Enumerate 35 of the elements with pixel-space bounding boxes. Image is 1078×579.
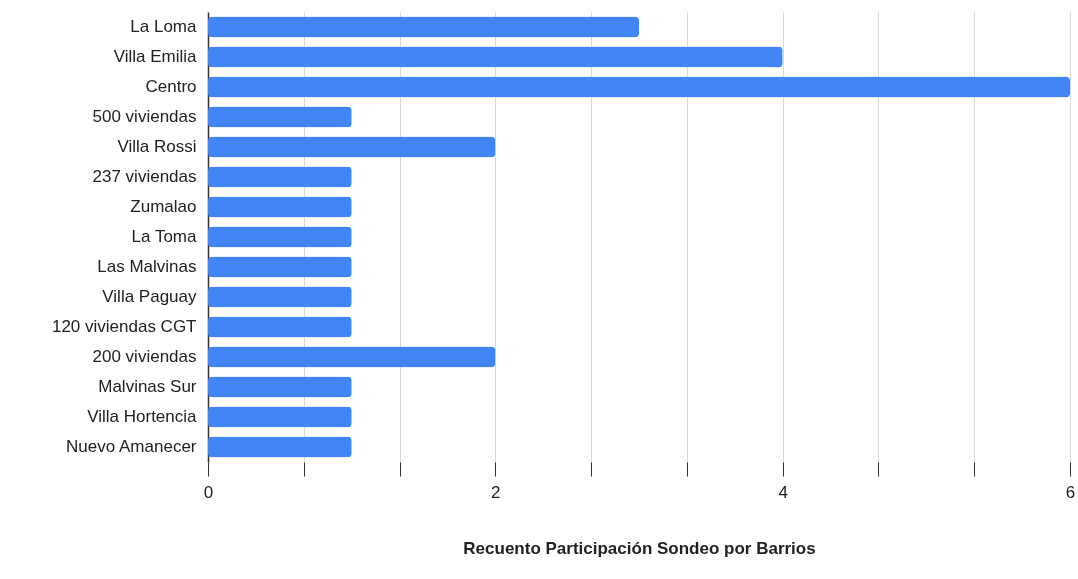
- bar: [208, 256, 352, 278]
- bar: [208, 16, 639, 38]
- bar: [208, 226, 352, 248]
- y-tick-label: Villa Hortencia: [87, 407, 198, 426]
- bar: [208, 316, 352, 338]
- y-tick-label: Centro: [145, 77, 197, 96]
- y-tick-label: 200 viviendas: [92, 347, 197, 366]
- y-tick-label: Zumalao: [130, 197, 197, 216]
- bar: [208, 76, 1070, 98]
- y-tick-label: 120 viviendas CGT: [51, 317, 197, 336]
- y-tick-label: La Loma: [130, 17, 198, 36]
- bar: [208, 436, 352, 458]
- bar: [208, 106, 352, 128]
- bar: [208, 346, 496, 368]
- bar: [208, 46, 783, 68]
- y-tick-label: Villa Rossi: [117, 137, 197, 156]
- y-tick-label: 500 viviendas: [92, 107, 197, 126]
- bar: [208, 196, 352, 218]
- y-tick-label: Nuevo Amanecer: [66, 437, 197, 456]
- y-tick-label: Villa Paguay: [102, 287, 197, 306]
- y-tick-label: Malvinas Sur: [98, 377, 197, 396]
- x-tick-label: 0: [203, 482, 214, 502]
- y-tick-label: Villa Emilia: [113, 47, 198, 66]
- bar: [208, 166, 352, 188]
- y-tick-label: La Toma: [131, 227, 198, 246]
- bar: [208, 286, 352, 308]
- bar: [208, 136, 496, 158]
- x-tick-label: 2: [491, 482, 501, 502]
- x-axis-title: Recuento Participación Sondeo por Barrios: [463, 538, 816, 558]
- bar: [208, 376, 352, 398]
- y-tick-label: Las Malvinas: [97, 257, 197, 276]
- y-tick-label: 237 viviendas: [92, 167, 197, 186]
- bar: [208, 406, 352, 428]
- x-tick-label: 4: [778, 482, 788, 502]
- x-tick-label: 6: [1065, 482, 1076, 502]
